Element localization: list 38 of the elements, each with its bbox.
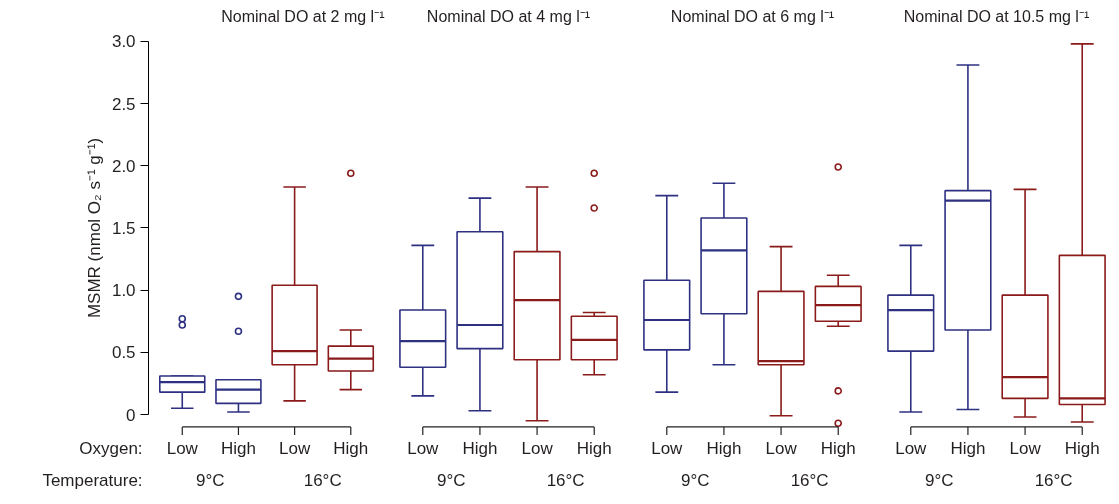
y-tick-label: 0.5 [111,343,136,363]
text: 9°C [681,470,710,490]
y-tick-label: 3.0 [111,32,136,52]
text: Oxygen: [79,438,143,458]
x-tick-label: High [950,438,986,458]
x-tick-label: Low [651,438,684,458]
x-tick-label: Low [279,438,311,458]
chart-title: Nominal DO at 10.5 mg l⁻¹ [903,7,1090,25]
text: 16°C [1034,470,1073,490]
chart-title: Nominal DO at 4 mg l⁻¹ [426,7,591,25]
x-tick-label: Low [895,438,928,458]
chart-title: Nominal DO at 6 mg l⁻¹ [670,7,835,25]
x-tick-label: Low [407,438,440,458]
x-tick-label: High [220,438,256,458]
x-tick-label: Low [1009,438,1042,458]
chart-title: Nominal DO at 2 mg l⁻¹ [221,7,385,25]
y-axis-title: MSMR (nmol O₂ s⁻¹ g⁻¹) [84,137,104,319]
x-tick-label: Low [521,438,554,458]
text: 16°C [303,470,342,490]
x-tick-label: High [706,438,742,458]
y-tick-label: 1.5 [111,218,136,238]
y-tick-label: 1.0 [111,281,136,301]
x-tick-label: High [576,438,612,458]
x-tick-label: High [820,438,856,458]
text: 9°C [437,470,466,490]
text: Temperature: [42,470,143,490]
y-tick-label: 2.5 [111,94,136,114]
x-tick-label: Low [166,438,199,458]
text: 16°C [546,470,585,490]
x-tick-label: High [1064,438,1100,458]
x-tick-label: High [462,438,498,458]
x-tick-label: High [333,438,369,458]
text: 9°C [196,470,225,490]
y-tick-label: 0 [126,405,136,425]
y-tick-label: 2.0 [111,156,136,176]
text: 9°C [925,470,954,490]
text: 16°C [790,470,829,490]
x-tick-label: Low [765,438,798,458]
